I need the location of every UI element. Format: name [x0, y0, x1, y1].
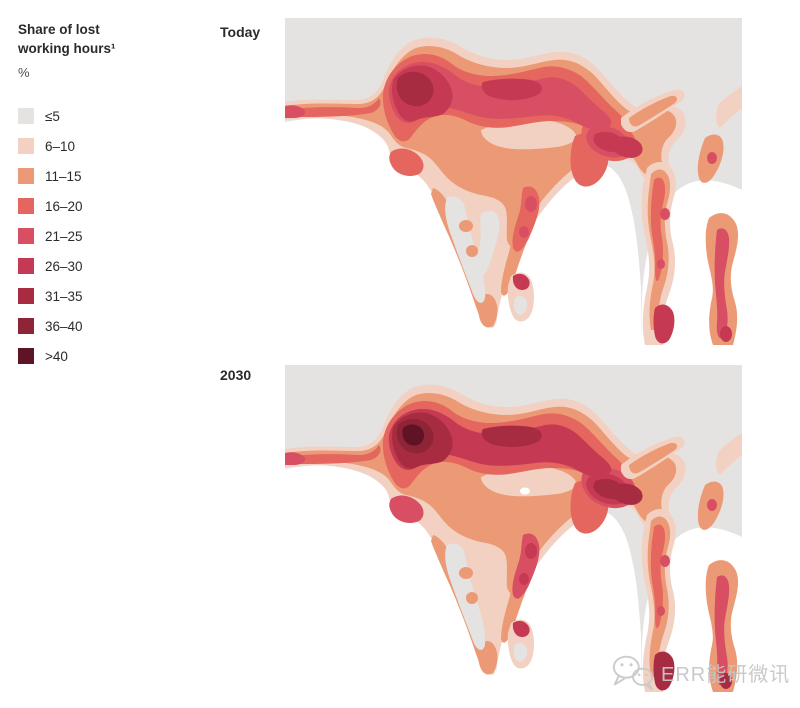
map-today	[285, 18, 742, 345]
sri-lanka-interior	[513, 295, 528, 315]
legend-list: ≤5 6–10 11–15 16–20 21–25 26–30 31–35 36…	[18, 101, 208, 371]
foothill-segment	[481, 425, 542, 448]
legend-item-label: ≤5	[45, 108, 60, 124]
makran-coast-strip	[285, 445, 381, 464]
legend-swatch	[18, 138, 34, 154]
hormuz-edge-spot	[285, 105, 306, 118]
legend-item: 31–35	[18, 281, 208, 311]
sri-lanka-interior	[513, 642, 528, 662]
legend-swatch	[18, 198, 34, 214]
legend-item-label: 36–40	[45, 318, 83, 334]
legend-swatch	[18, 258, 34, 274]
legend-item-label: 31–35	[45, 288, 83, 304]
right-edge-hot-spot	[707, 152, 717, 164]
foothill-segment	[481, 78, 542, 101]
east-coast-spot	[519, 573, 529, 585]
south-warm-spot	[466, 245, 478, 257]
legend-item-label: >40	[45, 348, 68, 364]
thai-peninsula-inner	[714, 228, 730, 339]
myanmar-south-dark	[653, 304, 675, 344]
myanmar-hot-spot	[657, 606, 665, 616]
east-coast-spot	[525, 543, 537, 559]
right-edge-valley-band	[716, 86, 742, 128]
legend-title-line2: working hours¹	[18, 41, 116, 56]
sri-lanka-north-cap	[512, 620, 530, 637]
south-tip-strip-11-15	[477, 294, 498, 328]
plain-white-dot	[520, 487, 530, 495]
panel-label-2030: 2030	[220, 367, 252, 383]
northeast-dark-spot	[609, 483, 643, 505]
legend-item: 6–10	[18, 131, 208, 161]
heatmap-svg	[285, 365, 742, 692]
thai-peninsula-inner	[714, 575, 730, 686]
right-edge-hot-spot	[707, 499, 717, 511]
watermark: ERR能研微讯	[610, 652, 790, 692]
legend-item: 16–20	[18, 191, 208, 221]
arabian-sea	[285, 465, 497, 692]
south-warm-spot	[459, 220, 473, 232]
south-interior-cool-east	[477, 210, 500, 277]
legend-unit: %	[18, 65, 30, 80]
legend-item: ≤5	[18, 101, 208, 131]
east-coast-spot	[525, 196, 537, 212]
kathiawar-peninsula	[389, 148, 424, 176]
legend-item-label: 21–25	[45, 228, 83, 244]
brahmaputra-valley-core	[629, 95, 678, 127]
heatmap-svg	[285, 18, 742, 345]
legend-item-label: 6–10	[45, 138, 76, 154]
legend-item: 21–25	[18, 221, 208, 251]
indus-core	[396, 71, 434, 107]
legend-swatch	[18, 318, 34, 334]
myanmar-hot-spot	[657, 259, 665, 269]
legend-item-label: 11–15	[45, 168, 82, 184]
right-edge-valley-band	[716, 433, 742, 475]
legend-item: 26–30	[18, 251, 208, 281]
wechat-icon	[612, 655, 654, 691]
watermark-text: ERR能研微讯	[661, 663, 791, 686]
brahmaputra-valley-core	[629, 442, 678, 474]
panel-label-today: Today	[220, 24, 261, 40]
myanmar-hot-spot	[660, 555, 670, 567]
myanmar-coast-inner	[650, 177, 666, 282]
indus-core-max	[402, 424, 425, 446]
south-interior-cool-west	[445, 543, 486, 650]
arabian-sea	[285, 118, 497, 345]
legend-item-label: 16–20	[45, 198, 83, 214]
sri-lanka-north-cap	[512, 273, 530, 290]
legend-item: 11–15	[18, 161, 208, 191]
legend-item: 36–40	[18, 311, 208, 341]
myanmar-hot-spot	[660, 208, 670, 220]
legend-swatch	[18, 168, 34, 184]
myanmar-south-dark	[653, 651, 675, 691]
legend-title-line1: Share of lost	[18, 22, 100, 37]
thai-dark-spot	[720, 326, 732, 342]
legend: Share of lost working hours¹ % ≤5 6–10 1…	[18, 20, 208, 371]
legend-title: Share of lost working hours¹	[18, 20, 208, 58]
south-warm-spot	[459, 567, 473, 579]
legend-swatch	[18, 288, 34, 304]
kathiawar-peninsula	[389, 495, 424, 523]
legend-swatch	[18, 108, 34, 124]
myanmar-coast-inner	[650, 524, 666, 629]
legend-swatch	[18, 228, 34, 244]
makran-coast-strip	[285, 98, 381, 117]
map-2030	[285, 365, 742, 692]
legend-item: >40	[18, 341, 208, 371]
east-coast-spot	[519, 226, 529, 238]
south-warm-spot	[466, 592, 478, 604]
northeast-dark-spot	[609, 136, 643, 158]
thai-dark-spot	[720, 673, 732, 689]
hormuz-edge-spot	[285, 452, 306, 465]
south-interior-cool-west	[445, 196, 486, 303]
legend-item-label: 26–30	[45, 258, 83, 274]
legend-swatch	[18, 348, 34, 364]
south-tip-strip-11-15	[477, 641, 498, 675]
